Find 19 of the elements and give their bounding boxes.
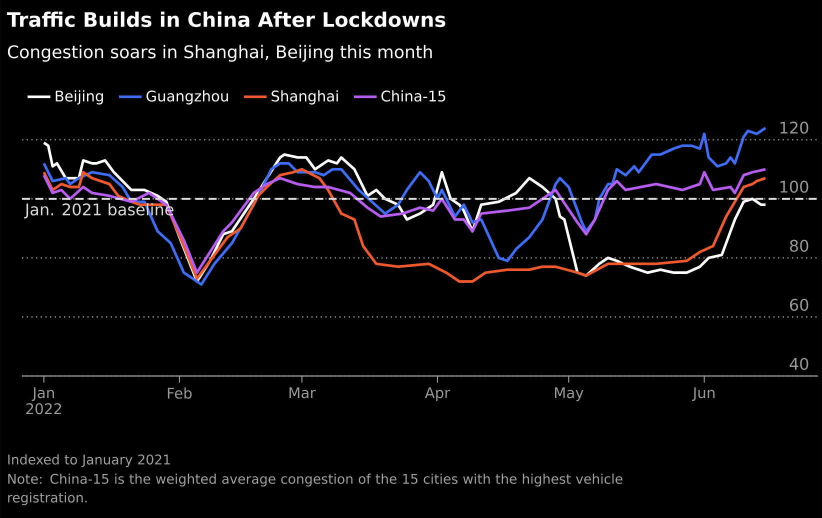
x-tick-label: Jan 2022: [26, 387, 62, 414]
x-tick-label: Feb: [168, 387, 192, 399]
legend-label: Shanghai: [272, 90, 338, 104]
legend-label: Beijing: [56, 90, 103, 104]
x-tick-label: Jun: [692, 387, 714, 401]
legend-label: Guangzhou: [146, 90, 228, 104]
y-tick-label: 60: [790, 298, 808, 311]
chart-subtitle: Congestion soars in Shanghai, Beijing this month: [8, 44, 432, 62]
x-tick-label: May: [554, 387, 584, 402]
y-tick-label: 100: [780, 180, 808, 193]
x-tick-label: Mar: [290, 387, 316, 398]
x-tick-label: Apr: [424, 387, 450, 402]
chart-title: Traffic Builds in China After Lockdowns: [7, 12, 446, 28]
y-tick-label: 80: [790, 240, 808, 252]
y-tick-label: 40: [790, 358, 808, 370]
text: Indexed to January 2021: [8, 454, 170, 468]
y-tick-label: 120: [780, 122, 808, 134]
text: Note: China-15 is the weighted average congestion of the 15 cities with the highest vehicle registration.: [8, 474, 622, 506]
legend-label: China-15: [381, 90, 446, 102]
